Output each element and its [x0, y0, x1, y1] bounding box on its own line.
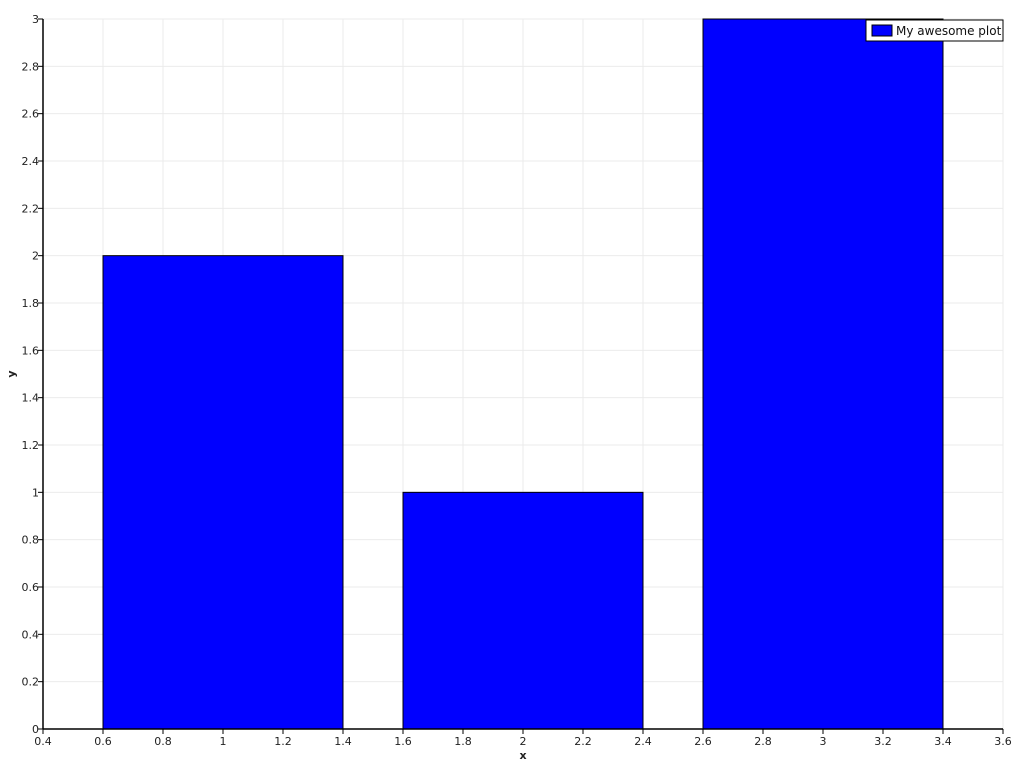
y-tick-label: 2.8: [22, 60, 40, 73]
bars: [102, 18, 944, 730]
y-tick-label: 1.4: [22, 392, 40, 405]
y-tick-label: 1.6: [22, 344, 40, 357]
x-tick-label: 3.2: [874, 735, 892, 748]
x-axis-label: x: [519, 749, 526, 762]
legend-swatch: [871, 24, 893, 37]
x-tick-label: 1: [220, 735, 227, 748]
x-tick-label: 1.8: [454, 735, 472, 748]
x-tick-label: 1.4: [334, 735, 352, 748]
x-tick-label: 1.6: [394, 735, 412, 748]
y-tick-label: 1.2: [22, 439, 40, 452]
y-tick-label: 2.4: [22, 155, 40, 168]
x-tick-label: 3.4: [934, 735, 952, 748]
legend: My awesome plot: [865, 19, 1004, 42]
y-tick-label: 0.8: [22, 534, 40, 547]
x-tick-label: 1.2: [274, 735, 292, 748]
y-tick-label: 0.2: [22, 676, 40, 689]
x-tick-label: 2.2: [574, 735, 592, 748]
x-tick-label: 2.8: [754, 735, 772, 748]
y-tick-label: 0.6: [22, 581, 40, 594]
bar: [102, 255, 344, 730]
x-tick-label: 3.6: [994, 735, 1012, 748]
y-tick-label: 0: [32, 723, 39, 736]
legend-box: [865, 19, 1004, 42]
x-tick-label: 0.8: [154, 735, 172, 748]
bar: [702, 18, 944, 730]
y-tick-label: 2: [32, 250, 39, 263]
x-tick-label: 2: [520, 735, 527, 748]
x-tick-label: 3: [820, 735, 827, 748]
y-tick-label: 3: [32, 13, 39, 26]
y-tick-label: 1: [32, 486, 39, 499]
legend-label: My awesome plot: [896, 24, 1002, 38]
x-tick-label: 2.4: [634, 735, 652, 748]
x-tick-label: 0.4: [34, 735, 52, 748]
axes: 0.4 0.6 0.8 1 1.2 1.4 1.6 1.8 2 2.2 2.4 2.6 2.8 3 3.2 3…: [22, 13, 1012, 748]
y-tick-label: 1.8: [22, 297, 40, 310]
x-tick-label: 2.6: [694, 735, 712, 748]
bar: [402, 491, 644, 730]
y-tick-label: 2.2: [22, 202, 40, 215]
y-axis-label: y: [5, 370, 18, 377]
y-tick-label: 2.6: [22, 108, 40, 121]
y-tick-label: 0.4: [22, 628, 40, 641]
x-tick-label: 0.6: [94, 735, 112, 748]
